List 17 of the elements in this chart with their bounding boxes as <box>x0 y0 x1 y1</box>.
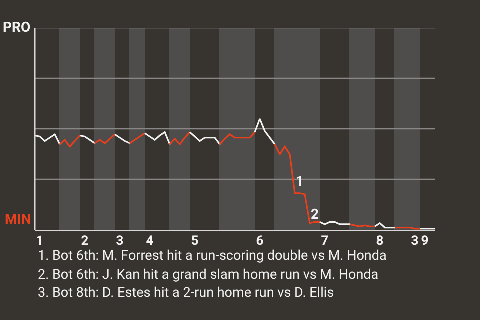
x-tick-label: 7 <box>321 234 329 250</box>
x-tick-label: 4 <box>146 234 154 250</box>
annotation: 1 <box>296 174 304 190</box>
x-tick-label: 6 <box>256 234 264 250</box>
x-tick-label: 5 <box>191 234 199 250</box>
x-tick-label: 9 <box>421 234 429 250</box>
text: MIN <box>5 212 32 228</box>
text: PRO <box>3 20 31 36</box>
text: 2. Bot 6th: J. Kan hit a grand slam home run vs M. Honda <box>38 267 379 283</box>
x-tick-label: 8 <box>376 234 384 250</box>
x-tick-label: 1 <box>36 234 44 250</box>
x-tick-label: 3 <box>411 234 419 250</box>
x-tick-label: 3 <box>116 234 124 250</box>
text: 1. Bot 6th: M. Forrest hit a run-scoring double vs M. Honda <box>38 248 387 264</box>
text: 3. Bot 8th: D. Estes hit a 2-run home run vs D. Ellis <box>38 285 334 301</box>
annotation: 2 <box>311 207 320 223</box>
x-tick-label: 2 <box>81 234 89 250</box>
